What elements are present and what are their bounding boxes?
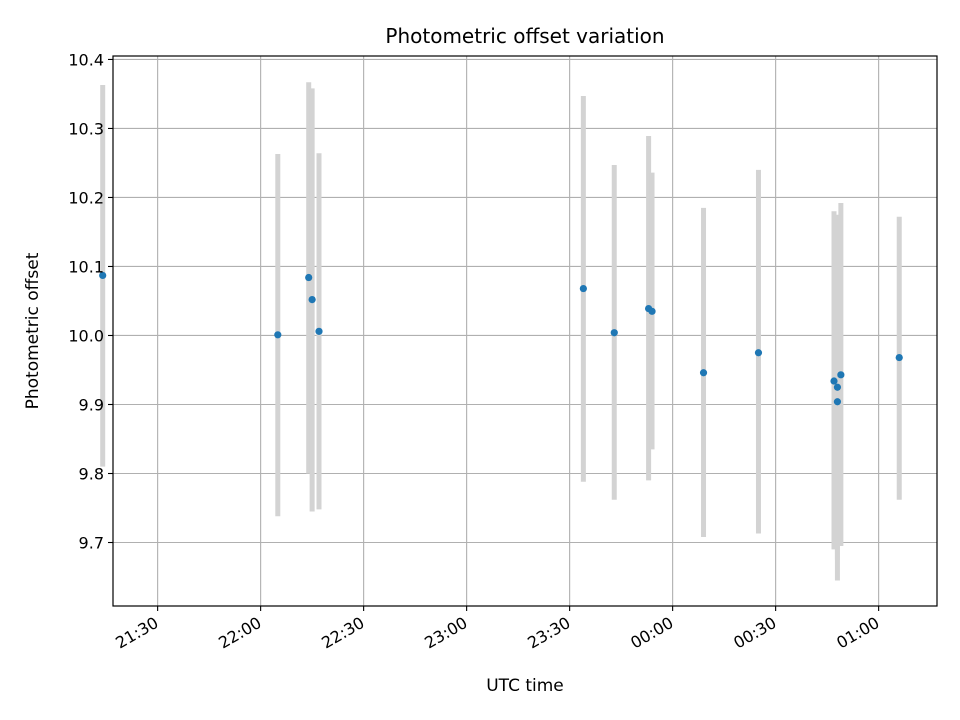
data-point	[895, 353, 903, 362]
data-point	[837, 371, 845, 379]
data-points	[99, 271, 903, 406]
y-tick-label: 10.4	[68, 50, 104, 69]
y-tick-label: 10.0	[68, 326, 104, 345]
data-point	[305, 273, 313, 282]
data-point	[833, 398, 842, 406]
plot-area-frame	[112, 55, 938, 607]
data-point	[610, 329, 618, 337]
data-point	[830, 377, 838, 385]
grid	[113, 56, 937, 606]
data-point	[699, 369, 708, 377]
data-point	[315, 327, 323, 335]
data-point	[833, 383, 842, 391]
data-point	[274, 331, 282, 339]
data-point	[648, 307, 656, 315]
data-point	[99, 271, 107, 280]
y-tick-label: 10.3	[68, 119, 104, 138]
y-tick-label: 9.9	[79, 395, 104, 414]
y-tick-label: 10.1	[68, 257, 104, 276]
y-tick-label: 10.2	[68, 188, 104, 207]
x-axis-label: UTC time	[486, 676, 564, 696]
y-tick-label: 9.7	[79, 534, 104, 553]
data-point	[308, 296, 316, 304]
chart-title: Photometric offset variation	[385, 24, 664, 48]
data-point	[754, 349, 763, 357]
y-tick-label: 9.8	[79, 465, 104, 484]
data-point	[579, 284, 587, 293]
y-axis-label: Photometric offset	[23, 252, 43, 409]
